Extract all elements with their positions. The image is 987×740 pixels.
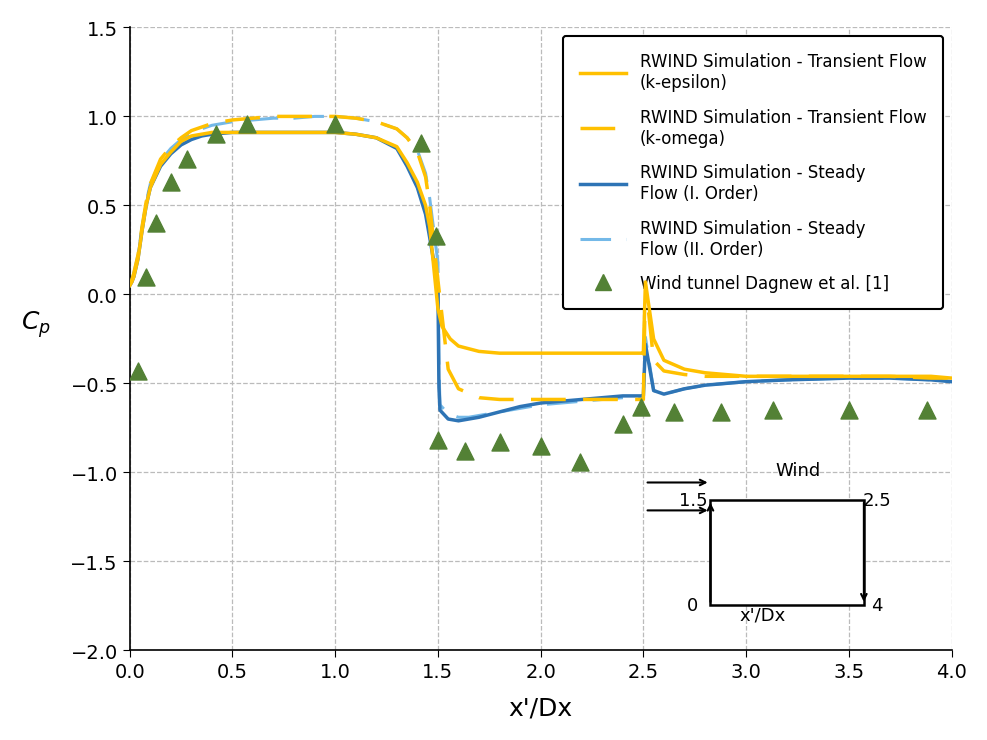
Legend: RWIND Simulation - Transient Flow
(k-epsilon), RWIND Simulation - Transient Flow: RWIND Simulation - Transient Flow (k-eps…	[563, 36, 943, 309]
Point	[764, 405, 780, 417]
Point	[327, 118, 342, 130]
Point	[130, 366, 146, 377]
Point	[138, 272, 154, 283]
Point	[414, 138, 429, 149]
Point	[633, 401, 648, 413]
Point	[148, 218, 164, 230]
Point	[840, 405, 856, 417]
Point	[532, 440, 548, 452]
Point	[208, 129, 224, 141]
Point	[615, 419, 631, 431]
Point	[456, 445, 472, 457]
Point	[239, 118, 255, 130]
Point	[666, 406, 682, 418]
Y-axis label: $C_p$: $C_p$	[21, 309, 50, 340]
Point	[429, 435, 445, 447]
X-axis label: x'/Dx: x'/Dx	[508, 695, 572, 719]
Point	[918, 405, 934, 417]
Point	[713, 406, 728, 418]
Point	[492, 437, 507, 448]
Point	[571, 456, 587, 468]
Point	[180, 154, 195, 166]
Point	[163, 177, 179, 189]
Point	[427, 230, 443, 242]
